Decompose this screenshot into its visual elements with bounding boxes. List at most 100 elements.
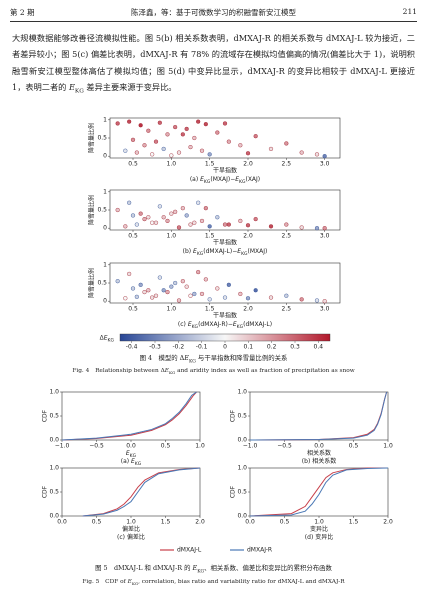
x-axis-label: 相关系数	[307, 449, 331, 457]
point	[184, 126, 189, 132]
plot-frame	[249, 467, 389, 517]
text-run: 变异比	[310, 525, 328, 533]
x-tick-label: 2.5	[282, 161, 292, 168]
x-tick-label: 1.5	[161, 519, 171, 526]
x-axis-label: EKG	[126, 450, 137, 460]
panel-caption: (c) EKG(dMXAJ-R)−EKG(dMXAJ-L)	[178, 321, 272, 331]
x-tick-label: 0.0	[126, 443, 136, 450]
paragraph: 大规模数据能够改善径流模拟性能。图 5(b) 相关系数表明，dMXAJ-R 的相…	[12, 30, 415, 100]
point	[284, 293, 289, 298]
y-tick-label: 0.5	[237, 413, 247, 420]
point	[150, 295, 155, 300]
point	[299, 150, 304, 155]
point	[130, 213, 136, 218]
point	[253, 288, 258, 293]
y-tick-label: 0.5	[97, 207, 107, 214]
x-tick-label: 1.0	[314, 519, 324, 526]
plot-frame	[249, 391, 389, 441]
issue: 第 2 期	[10, 8, 35, 17]
text-run: (dMXAJ-R)−	[198, 321, 233, 328]
y-axis-label: CDF	[42, 409, 49, 422]
cdf-line	[61, 391, 197, 441]
point	[176, 298, 182, 303]
point	[161, 146, 166, 152]
point	[245, 296, 251, 301]
point	[222, 222, 228, 227]
text-run: 偏差比	[122, 525, 140, 533]
text-run: 大规模数据能够改善径流模拟性能。图 5(b) 相关系数表明，dMXAJ-R 的相…	[12, 33, 415, 93]
colorbar-tick-label: 0.3	[290, 344, 300, 351]
x-axis-label: 干旱指数	[213, 167, 237, 175]
text-run: Δ	[100, 334, 105, 341]
page-number: 211	[402, 7, 417, 16]
italic-run: E	[131, 458, 135, 465]
text-run: Fig. 5 CDF of	[82, 579, 128, 585]
panel-caption: (d) 变异比	[305, 533, 333, 541]
point	[157, 204, 162, 209]
colorbar-tick-label: 0.2	[267, 344, 277, 351]
colorbar-label: ΔEKG	[100, 334, 115, 344]
point	[314, 152, 320, 157]
x-tick-label: −1.0	[55, 443, 70, 450]
y-tick-label: 1	[103, 116, 107, 123]
point	[226, 222, 231, 227]
point	[284, 222, 289, 227]
italic-run: E	[192, 564, 198, 572]
x-tick-label: 3.0	[320, 233, 330, 240]
y-tick-label: 0.0	[237, 437, 247, 444]
point	[253, 134, 258, 139]
point	[188, 144, 193, 150]
point	[207, 224, 212, 229]
figure-caption-en: Fig. 4 Relationship between ΔEKG and ari…	[0, 365, 427, 375]
subscript: KG	[239, 179, 246, 185]
point	[268, 146, 274, 152]
point	[142, 289, 147, 295]
x-tick-label: 0.5	[349, 443, 359, 450]
panel-caption: (a) EKG	[121, 458, 142, 468]
y-tick-label: 0.0	[49, 437, 59, 444]
italic-run: E	[126, 450, 130, 457]
point	[115, 279, 120, 284]
x-tick-label: −0.5	[89, 443, 104, 450]
subscript: KG	[197, 569, 205, 575]
colorbar	[119, 333, 331, 342]
x-tick-label: 0.5	[128, 161, 138, 168]
point	[127, 200, 132, 205]
running-title: 陈泽鑫，等：基于可微数学习的积融雪新安江模型	[131, 8, 296, 17]
x-tick-label: 0.5	[92, 519, 102, 526]
colorbar-tick-label: -0.3	[149, 344, 161, 351]
x-axis-label: 干旱指数	[213, 312, 237, 320]
point	[165, 132, 170, 137]
y-tick-label: 1.0	[237, 465, 247, 472]
x-tick-label: 1.0	[126, 519, 136, 526]
point	[130, 286, 136, 291]
x-tick-label: 2.0	[195, 519, 205, 526]
point	[142, 216, 147, 222]
subscript: KG	[131, 581, 139, 587]
panel-caption: (b) EKG(dMXAJ-L)−EKG(MXAJ)	[183, 248, 268, 258]
point	[153, 220, 159, 225]
point	[215, 215, 220, 220]
y-tick-label: 0.5	[237, 489, 247, 496]
y-axis-label: CDF	[42, 485, 49, 498]
text-run: (dMXAJ-L)−	[203, 248, 237, 255]
point	[245, 151, 251, 156]
y-tick-label: 0.0	[49, 513, 59, 520]
subscript: KG	[204, 179, 211, 185]
text-run: (a)	[121, 458, 131, 465]
y-tick-label: 0.5	[49, 413, 59, 420]
y-axis-label: CDF	[230, 485, 237, 498]
text-run: (MXAJ)−	[210, 176, 235, 183]
colorbar-tick-label: 0.4	[314, 344, 324, 351]
italic-run: E	[127, 579, 132, 585]
cdf-line	[82, 467, 201, 517]
point	[299, 297, 304, 302]
x-tick-label: 0.0	[57, 519, 67, 526]
subscript: KG	[74, 88, 84, 95]
panel-caption: (c) 偏差比	[117, 533, 145, 541]
text-run: (d) 变异比	[305, 533, 333, 541]
x-tick-label: −0.5	[277, 443, 292, 450]
x-tick-label: 3.0	[320, 161, 330, 168]
point	[153, 139, 159, 144]
